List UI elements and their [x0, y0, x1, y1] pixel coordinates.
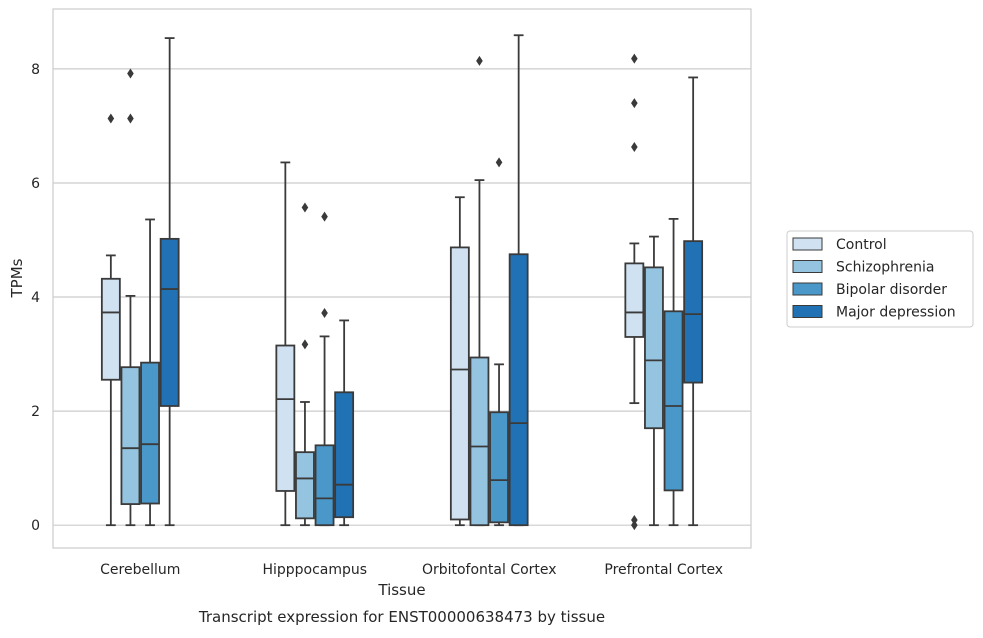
legend-label: Bipolar disorder: [836, 282, 947, 298]
x-axis-label: Tissue: [377, 581, 425, 599]
legend-label: Major depression: [836, 305, 956, 321]
outlier-point: [301, 339, 309, 350]
box-major-depression: [334, 319, 355, 527]
y-axis-label: TPMs: [8, 258, 26, 298]
legend-swatch: [792, 237, 823, 251]
box-bipolar-disorder: [314, 211, 335, 527]
box-control: [449, 196, 470, 527]
box-body: [644, 266, 664, 430]
box-body: [469, 356, 490, 527]
y-tick-label: 2: [31, 404, 40, 420]
box-body: [140, 361, 160, 505]
box-schizophrenia: [644, 235, 664, 527]
outlier-point: [127, 113, 134, 124]
box-body: [334, 391, 355, 519]
x-tick-label: Hipppocampus: [262, 562, 367, 578]
box-body: [275, 344, 296, 492]
box-schizophrenia: [295, 202, 315, 527]
x-tick-labels: Cerebellum Hipppocampus Orbitofontal Corte…: [100, 562, 723, 578]
box-body: [449, 246, 470, 521]
box-major-depression: [508, 34, 529, 527]
y-tick-labels: 0 2 4 6 8: [31, 62, 40, 534]
outlier-point: [301, 202, 309, 213]
legend-swatch: [792, 260, 823, 273]
box-body: [295, 451, 315, 520]
box-schizophrenia: [120, 68, 141, 527]
box-control: [624, 53, 645, 531]
y-tick-label: 4: [31, 290, 40, 306]
box-body: [624, 262, 645, 338]
box-body: [683, 240, 704, 384]
box-body: [489, 411, 509, 524]
box-body: [314, 444, 335, 527]
y-tick-label: 6: [31, 176, 40, 192]
plot-frame: [52, 8, 752, 549]
chart-caption: Transcript expression for ENST0000063847…: [198, 608, 605, 626]
x-tick-label: Cerebellum: [100, 562, 180, 578]
outlier-point: [476, 55, 483, 66]
box-major-depression: [683, 76, 704, 527]
box-bipolar-disorder: [489, 157, 509, 527]
outlier-point: [495, 157, 503, 168]
legend: Control Schizophrenia Bipolar disorder Majo…: [786, 230, 974, 328]
outlier-point: [631, 515, 638, 526]
box-body: [508, 253, 529, 527]
box-schizophrenia: [469, 55, 490, 527]
boxes: [100, 34, 704, 531]
outlier-point: [631, 53, 638, 64]
outlier-point: [127, 68, 134, 79]
x-tick-label: Prefrontal Cortex: [604, 562, 723, 578]
outlier-point: [321, 211, 328, 222]
box-control: [275, 161, 296, 527]
outlier-point: [631, 520, 638, 531]
box-body: [100, 277, 121, 381]
outlier-point: [321, 308, 328, 319]
legend-swatch: [792, 305, 823, 318]
legend-swatch: [792, 282, 823, 296]
legend-label: Control: [836, 237, 887, 253]
box-bipolar-disorder: [663, 217, 684, 527]
box-control: [100, 113, 121, 527]
x-tick-label: Orbitofontal Cortex: [422, 562, 557, 578]
box-body: [663, 310, 684, 492]
outlier-point: [631, 142, 638, 153]
y-tick-label: 8: [31, 62, 40, 78]
box-major-depression: [159, 37, 180, 527]
box-body: [159, 237, 180, 407]
outlier-point: [631, 98, 638, 109]
box-bipolar-disorder: [140, 218, 160, 527]
legend-label: Schizophrenia: [836, 260, 934, 276]
box-body: [120, 366, 141, 505]
legend-frame: [786, 230, 974, 328]
outlier-point: [107, 113, 115, 124]
y-tick-label: 0: [31, 518, 40, 534]
